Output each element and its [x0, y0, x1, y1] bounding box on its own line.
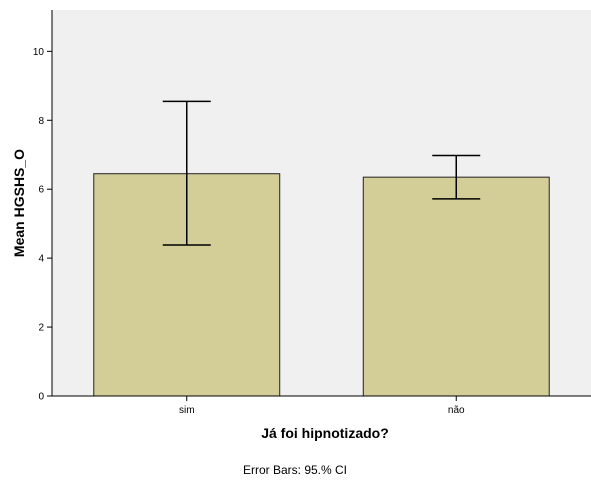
y-ticks: 0 2 4 6 8 10 [33, 47, 52, 403]
error-bars-layer [162, 100, 481, 246]
y-tick-label: 4 [38, 254, 44, 265]
error-bars-note: Error Bars: 95.% CI [243, 463, 347, 477]
y-tick-label: 0 [38, 392, 44, 403]
y-tick-label: 10 [33, 47, 45, 58]
x-axis-title: Já foi hipnotizado? [261, 425, 389, 441]
y-tick-label: 2 [38, 323, 44, 334]
x-tick-label-não: não [448, 405, 465, 416]
x-ticks: sim não [179, 396, 465, 416]
x-tick-label-sim: sim [179, 405, 195, 416]
y-axis-title: Mean HGSHS_O [11, 149, 27, 257]
bar-não [362, 176, 550, 397]
y-tick-label: 8 [38, 116, 44, 127]
y-tick-label: 6 [38, 185, 44, 196]
